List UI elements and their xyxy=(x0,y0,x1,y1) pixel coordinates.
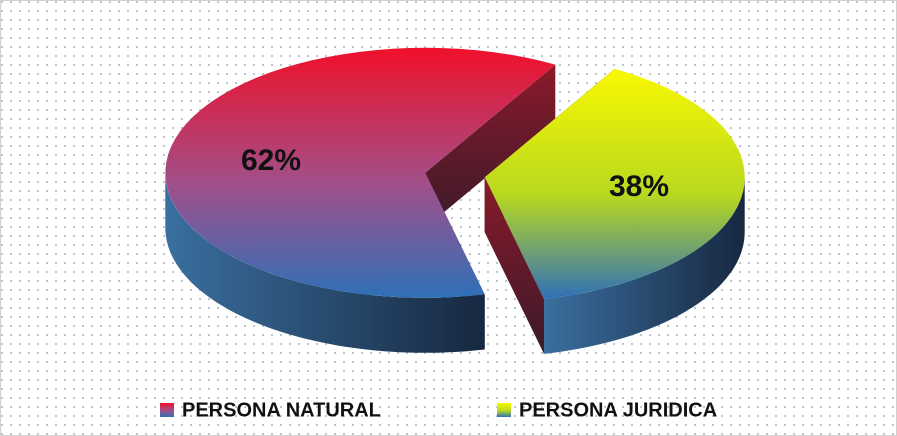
slice-cut-face xyxy=(484,177,544,354)
legend-swatch xyxy=(160,403,174,417)
slice-side xyxy=(544,177,745,354)
legend-label: PERSONA JURIDICA xyxy=(519,399,717,421)
legend-swatch xyxy=(497,403,511,417)
slice-cut-face xyxy=(425,64,556,228)
pie-slice xyxy=(484,68,745,299)
pie-slice xyxy=(165,47,556,298)
data-label: 38% xyxy=(609,170,669,203)
data-label: 62% xyxy=(241,144,301,177)
slice-side xyxy=(165,172,485,353)
legend-label: PERSONA NATURAL xyxy=(182,399,381,421)
